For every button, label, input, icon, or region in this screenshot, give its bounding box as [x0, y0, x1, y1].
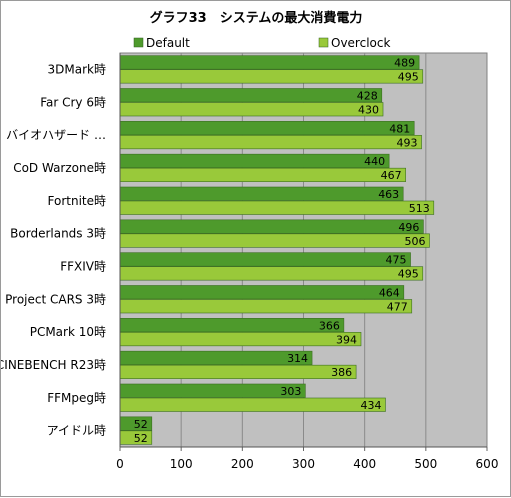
value-label-overclock: 52 [134, 432, 148, 445]
value-label-overclock: 506 [405, 235, 426, 248]
legend-label-overclock: Overclock [331, 36, 390, 50]
category-label: FFXIV時 [60, 259, 106, 273]
bar-overclock [119, 69, 424, 84]
category-label: バイオハザード … [6, 128, 106, 142]
bar-overclock [119, 233, 430, 248]
value-labels: 4894954284304814934404674635134965064754… [134, 57, 430, 445]
category-label: Fortnite時 [48, 194, 106, 208]
value-label-overclock: 513 [409, 202, 430, 215]
bar-default [119, 186, 404, 201]
value-label-overclock: 394 [336, 333, 357, 346]
bar-default [119, 153, 390, 168]
bar-overclock [119, 200, 435, 215]
value-label-overclock: 495 [398, 71, 419, 84]
bar-overclock [119, 102, 384, 117]
category-label: アイドル時 [47, 424, 106, 438]
bar-overclock [119, 167, 406, 182]
category-label: CINEBENCH R23時 [1, 358, 106, 372]
value-label-default: 428 [357, 90, 378, 103]
legend: Default Overclock [133, 36, 390, 50]
x-tick-label: 600 [476, 457, 499, 471]
category-label: FFMpeg時 [47, 391, 106, 405]
bar-default [119, 318, 345, 333]
value-label-default: 464 [379, 287, 400, 300]
value-label-overclock: 477 [387, 301, 408, 314]
x-tick-label: 200 [231, 457, 254, 471]
value-label-default: 52 [134, 418, 148, 431]
x-tick-label: 0 [116, 457, 124, 471]
bar-overclock [119, 332, 362, 347]
category-label: Borderlands 3時 [10, 227, 106, 241]
value-label-overclock: 493 [397, 136, 418, 149]
legend-swatch-overclock [318, 37, 329, 48]
category-label: Project CARS 3時 [5, 292, 106, 306]
bar-default [119, 219, 424, 234]
gridlines [180, 53, 427, 447]
bar-overclock [119, 299, 413, 314]
x-tick-label: 500 [414, 457, 437, 471]
value-label-default: 489 [394, 57, 415, 70]
bar-default [119, 285, 405, 300]
bar-overclock [119, 397, 386, 412]
bar-default [119, 55, 420, 70]
value-label-default: 440 [364, 155, 385, 168]
bar-default [119, 252, 411, 267]
category-label: PCMark 10時 [30, 325, 106, 339]
x-axis-ticks: 0 100 200 300 400 500 600 [116, 53, 498, 471]
value-label-overclock: 495 [398, 268, 419, 281]
value-label-default: 463 [378, 188, 399, 201]
value-label-overclock: 430 [358, 104, 379, 117]
bar-default [119, 121, 415, 136]
x-tick-label: 300 [292, 457, 315, 471]
bar-overclock [119, 135, 422, 150]
bar-overclock [119, 266, 424, 281]
value-label-default: 496 [398, 221, 419, 234]
x-tick-label: 400 [353, 457, 376, 471]
category-label: 3DMark時 [48, 62, 106, 76]
legend-swatch-default [133, 37, 144, 48]
bars [119, 55, 435, 445]
value-label-default: 303 [280, 385, 301, 398]
value-label-overclock: 434 [360, 399, 381, 412]
bar-overclock [119, 364, 357, 379]
legend-label-default: Default [146, 36, 190, 50]
value-label-default: 475 [386, 254, 407, 267]
category-label: Far Cry 6時 [40, 95, 106, 109]
value-label-default: 314 [287, 352, 308, 365]
category-label: CoD Warzone時 [13, 161, 106, 175]
value-label-overclock: 386 [331, 366, 352, 379]
bar-default [119, 350, 313, 365]
value-label-overclock: 467 [381, 169, 402, 182]
bar-default [119, 383, 306, 398]
value-label-default: 481 [389, 122, 410, 135]
x-tick-label: 100 [170, 457, 193, 471]
chart-title: グラフ33 システムの最大消費電力 [150, 10, 363, 26]
value-label-default: 366 [319, 319, 340, 332]
bar-default [119, 88, 383, 103]
